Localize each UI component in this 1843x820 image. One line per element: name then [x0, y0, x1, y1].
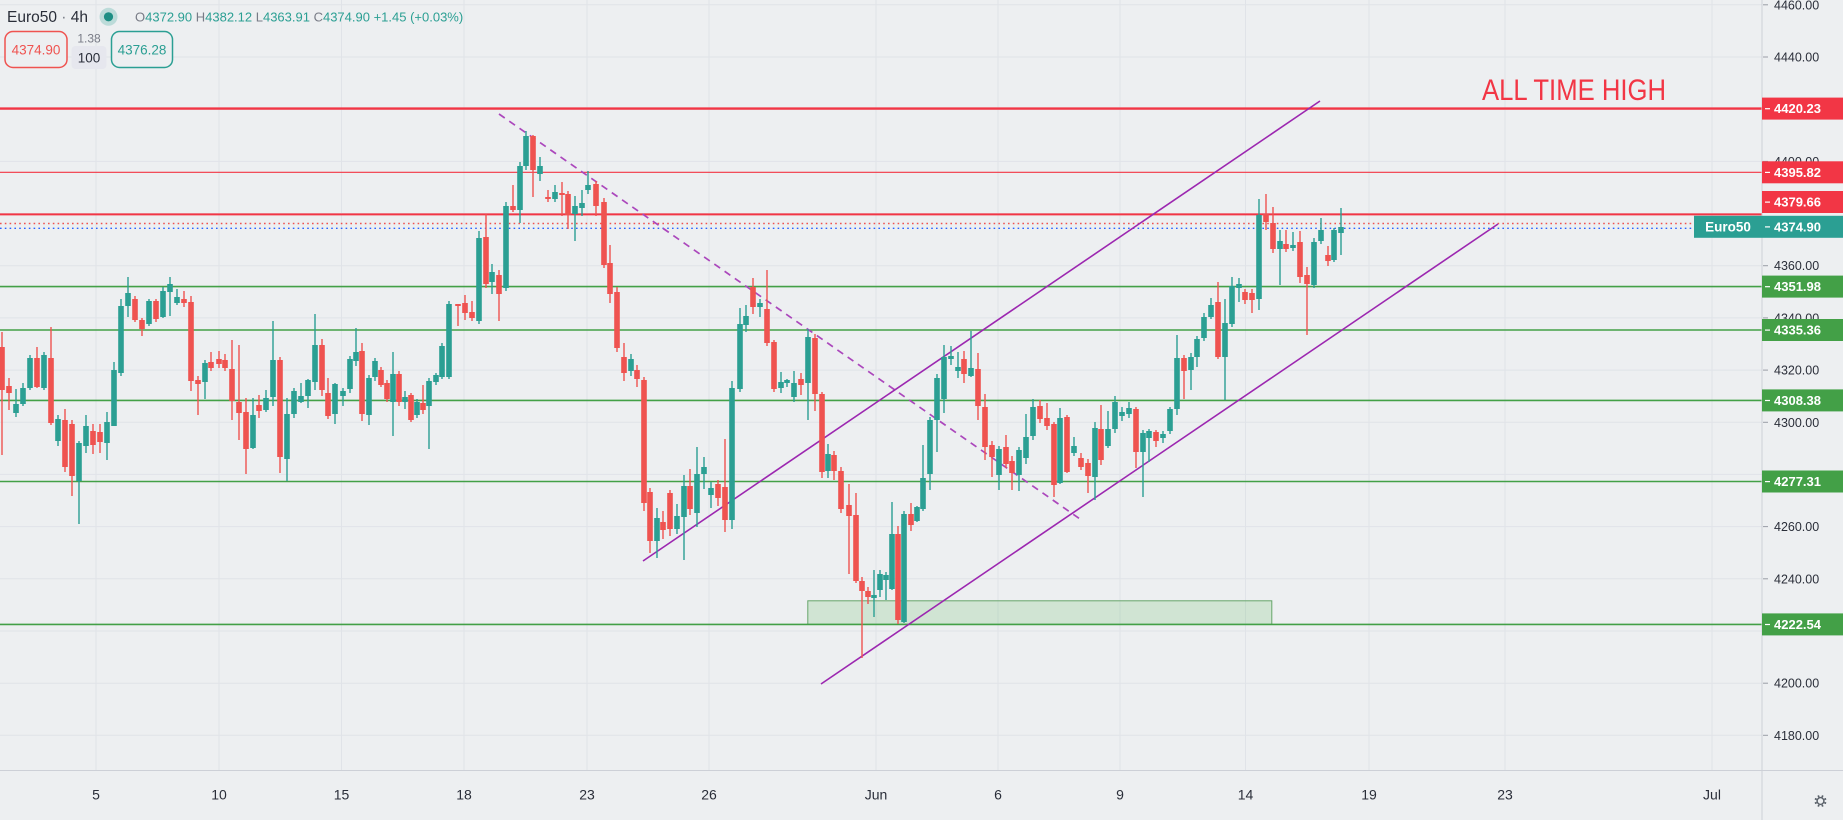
svg-text:4240.00: 4240.00	[1774, 572, 1819, 586]
svg-text:Jul: Jul	[1703, 787, 1721, 803]
svg-text:4351.98: 4351.98	[1774, 279, 1821, 294]
svg-text:4374.90: 4374.90	[12, 43, 61, 58]
svg-text:6: 6	[994, 787, 1002, 803]
svg-text:4374.90: 4374.90	[1774, 219, 1821, 234]
svg-text:Euro50: Euro50	[1705, 219, 1751, 234]
svg-text:15: 15	[334, 787, 350, 803]
svg-text:4277.31: 4277.31	[1774, 474, 1821, 489]
svg-text:4460.00: 4460.00	[1774, 0, 1819, 12]
svg-text:19: 19	[1361, 787, 1377, 803]
svg-text:9: 9	[1116, 787, 1124, 803]
svg-text:4335.36: 4335.36	[1774, 323, 1821, 338]
svg-text:4180.00: 4180.00	[1774, 729, 1819, 743]
svg-text:4379.66: 4379.66	[1774, 195, 1821, 210]
svg-text:5: 5	[92, 787, 100, 803]
svg-text:4420.23: 4420.23	[1774, 101, 1821, 116]
svg-text:1.38: 1.38	[77, 32, 101, 46]
svg-text:4308.38: 4308.38	[1774, 393, 1821, 408]
svg-text:4376.28: 4376.28	[118, 43, 167, 58]
svg-text:ALL TIME HIGH: ALL TIME HIGH	[1482, 74, 1666, 107]
svg-text:Jun: Jun	[865, 787, 888, 803]
svg-text:23: 23	[579, 787, 595, 803]
svg-text:23: 23	[1497, 787, 1513, 803]
svg-text:O4372.90 H4382.12 L4363.91 C43: O4372.90 H4382.12 L4363.91 C4374.90 +1.4…	[135, 10, 463, 25]
svg-text:Euro50 · 4h: Euro50 · 4h	[7, 9, 88, 26]
svg-text:14: 14	[1238, 787, 1254, 803]
svg-text:26: 26	[701, 787, 717, 803]
svg-text:100: 100	[78, 51, 101, 66]
svg-text:4320.00: 4320.00	[1774, 364, 1819, 378]
svg-text:4440.00: 4440.00	[1774, 51, 1819, 65]
svg-text:4395.82: 4395.82	[1774, 165, 1821, 180]
svg-text:4300.00: 4300.00	[1774, 416, 1819, 430]
svg-text:4260.00: 4260.00	[1774, 520, 1819, 534]
svg-text:10: 10	[211, 787, 227, 803]
svg-text:18: 18	[456, 787, 472, 803]
svg-text:4200.00: 4200.00	[1774, 677, 1819, 691]
svg-text:4360.00: 4360.00	[1774, 259, 1819, 273]
svg-text:4222.54: 4222.54	[1774, 617, 1822, 632]
